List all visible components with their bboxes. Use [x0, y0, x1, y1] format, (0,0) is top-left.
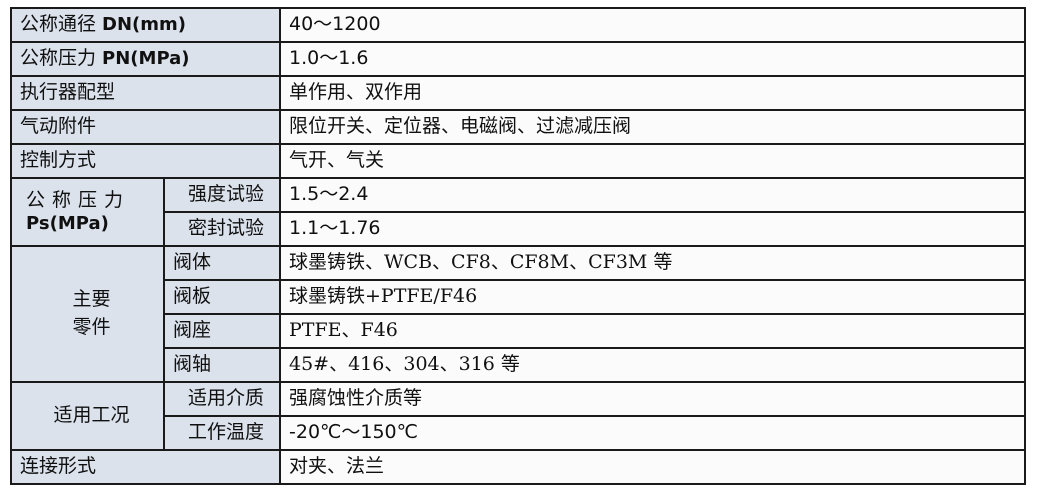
- row-label-nominal-diameter: 公称通径 DN(mm): [10, 7, 281, 43]
- row-value-valve-shaft: 45#、416、304、316 等: [279, 347, 1026, 383]
- table-row: 适用工况 适用介质 强腐蚀性介质等: [10, 381, 1026, 451]
- label-text: 公称压力: [20, 47, 103, 70]
- sub-label-valve-shaft: 阀轴: [163, 347, 281, 383]
- row-value-control-mode: 气开、气关: [279, 143, 1026, 179]
- group-label-line2: Ps(MPa): [26, 212, 109, 234]
- row-value-nominal-diameter: 40～1200: [279, 7, 1026, 43]
- row-value-applicable-medium: 强腐蚀性介质等: [279, 381, 1026, 417]
- sub-label-working-temperature: 工作温度: [163, 415, 281, 451]
- table-row: 执行器配型 单作用、双作用: [10, 75, 1026, 111]
- valve-specification-table: 公称通径 DN(mm) 40～1200 公称压力 PN(MPa) 1.0～1.6…: [10, 7, 1026, 485]
- table-row: 阀板 球墨铸铁+PTFE/F46: [11, 279, 1026, 315]
- sub-label-valve-plate: 阀板: [163, 279, 281, 315]
- table-row: 公称压力 Ps(MPa) 强度试验 1.5～2.4: [10, 177, 1026, 247]
- table-row: 气动附件 限位开关、定位器、电磁阀、过滤减压阀: [10, 109, 1026, 145]
- label-latin: PN(MPa): [102, 48, 190, 70]
- table-row: 公称压力 PN(MPa) 1.0～1.6: [10, 41, 1026, 77]
- row-value-valve-body: 球墨铸铁、WCB、CF8、CF8M、CF3M 等: [279, 245, 1026, 281]
- table-row: 连接形式 对夹、法兰: [10, 449, 1026, 485]
- row-value-connection-type: 对夹、法兰: [279, 449, 1026, 485]
- table-row: 阀座 PTFE、F46: [11, 313, 1026, 349]
- row-value-seal-test: 1.1～1.76: [279, 211, 1026, 247]
- table-row: 阀轴 45#、416、304、316 等: [11, 347, 1026, 383]
- group-label-line1: 公称压力: [26, 188, 131, 211]
- table-row: 公称通径 DN(mm) 40～1200: [10, 7, 1026, 43]
- row-label-connection-type: 连接形式: [10, 449, 281, 485]
- row-label-pneumatic-accessories: 气动附件: [10, 109, 281, 145]
- label-text: 公称通径: [20, 13, 103, 36]
- row-value-strength-test: 1.5～2.4: [279, 177, 1026, 213]
- group-label-operating-conditions: 适用工况: [10, 381, 165, 451]
- row-label-control-mode: 控制方式: [10, 143, 281, 179]
- table-row: 工作温度 -20℃～150℃: [11, 415, 1026, 451]
- row-value-nominal-pressure: 1.0～1.6: [279, 41, 1026, 77]
- sub-label-seal-test: 密封试验: [163, 211, 281, 247]
- table-row: 主要 零件 阀体 球墨铸铁、WCB、CF8、CF8M、CF3M 等: [10, 245, 1026, 383]
- group-label-line1: 主要: [72, 288, 111, 311]
- row-label-actuator-type: 执行器配型: [10, 75, 281, 111]
- group-label-line2: 零件: [72, 316, 111, 338]
- row-value-working-temperature: -20℃～150℃: [279, 415, 1026, 451]
- row-value-valve-plate: 球墨铸铁+PTFE/F46: [279, 279, 1026, 315]
- sub-label-strength-test: 强度试验: [163, 177, 281, 213]
- sub-label-valve-seat: 阀座: [163, 313, 281, 349]
- row-label-nominal-pressure: 公称压力 PN(MPa): [10, 41, 281, 77]
- table-row: 控制方式 气开、气关: [10, 143, 1026, 179]
- row-value-valve-seat: PTFE、F46: [279, 313, 1026, 349]
- sub-label-applicable-medium: 适用介质: [163, 381, 281, 417]
- label-latin: DN(mm): [102, 14, 187, 36]
- row-value-pneumatic-accessories: 限位开关、定位器、电磁阀、过滤减压阀: [279, 109, 1026, 145]
- row-value-actuator-type: 单作用、双作用: [279, 75, 1026, 111]
- sub-label-valve-body: 阀体: [163, 245, 281, 281]
- group-label-main-parts: 主要 零件: [10, 245, 165, 383]
- group-label-test-pressure: 公称压力 Ps(MPa): [10, 177, 165, 247]
- table-row: 密封试验 1.1～1.76: [11, 211, 1026, 247]
